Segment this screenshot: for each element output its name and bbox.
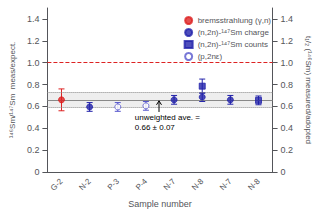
svg-text:t₁/₂ (¹⁴⁶Sm) measured/adopted: t₁/₂ (¹⁴⁶Sm) measured/adopted [304, 36, 313, 144]
svg-text:1.0: 1.0 [281, 58, 294, 68]
svg-text:bremsstrahlung (γ,n): bremsstrahlung (γ,n) [198, 16, 272, 25]
svg-text:0.6: 0.6 [281, 101, 294, 111]
svg-text:1.0: 1.0 [27, 58, 40, 68]
svg-text:0.4: 0.4 [281, 123, 294, 133]
svg-text:N-8: N-8 [246, 176, 262, 192]
svg-text:(n,2n)-¹⁴⁷Sm charge: (n,2n)-¹⁴⁷Sm charge [198, 28, 270, 37]
svg-text:0.6: 0.6 [27, 101, 40, 111]
svg-text:0.8: 0.8 [27, 80, 40, 90]
svg-text:0.2: 0.2 [281, 145, 294, 155]
svg-text:N-2: N-2 [77, 176, 93, 192]
svg-text:1.2: 1.2 [27, 36, 40, 46]
svg-text:0: 0 [34, 167, 39, 177]
svg-text:0.4: 0.4 [27, 123, 40, 133]
svg-text:(n,2n)-¹⁴⁷Sm counts: (n,2n)-¹⁴⁷Sm counts [198, 40, 268, 49]
svg-text:Sample number: Sample number [128, 199, 192, 209]
svg-text:0.2: 0.2 [27, 145, 40, 155]
svg-text:G-2: G-2 [49, 176, 65, 192]
svg-text:¹⁴⁶Sm/¹⁴⁷Sm meas/expect.: ¹⁴⁶Sm/¹⁴⁷Sm meas/expect. [8, 42, 17, 139]
svg-text:N-8: N-8 [190, 176, 206, 192]
svg-text:1.4: 1.4 [281, 14, 294, 24]
svg-text:0.66 ± 0.07: 0.66 ± 0.07 [135, 123, 176, 132]
svg-text:P-4: P-4 [134, 176, 150, 192]
svg-text:N-7: N-7 [162, 176, 178, 192]
svg-text:1.4: 1.4 [27, 14, 40, 24]
svg-text:0.8: 0.8 [281, 80, 294, 90]
svg-text:0: 0 [281, 167, 286, 177]
svg-text:(p,2nε): (p,2nε) [198, 52, 223, 61]
svg-text:N-7: N-7 [218, 176, 234, 192]
svg-text:1.2: 1.2 [281, 36, 294, 46]
svg-text:P-3: P-3 [106, 176, 122, 192]
svg-text:unweighted ave. =: unweighted ave. = [135, 113, 200, 122]
